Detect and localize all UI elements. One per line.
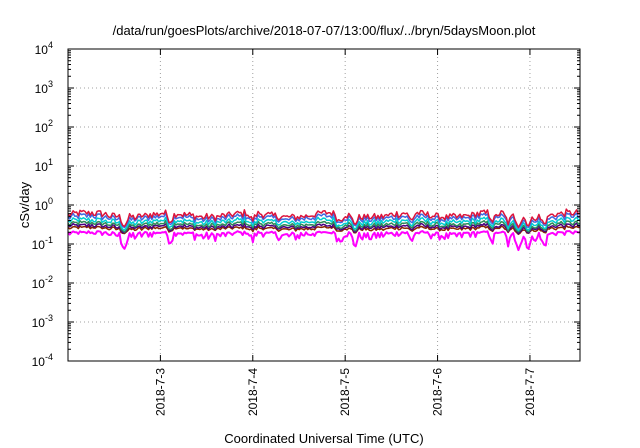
y-tick-exponent: 1 <box>48 157 53 167</box>
x-axis-label: Coordinated Universal Time (UTC) <box>224 431 423 446</box>
y-tick-base: 10 <box>32 316 46 330</box>
y-tick-label: 10-3 <box>32 313 53 330</box>
x-tick-label: 2018-7-3 <box>153 368 167 416</box>
y-tick-label: 100 <box>35 196 53 213</box>
x-tick-label: 2018-7-4 <box>246 368 260 416</box>
series-line <box>67 230 581 252</box>
y-tick-label: 103 <box>35 79 53 96</box>
series-line <box>67 222 581 235</box>
y-tick-exponent: -1 <box>45 235 53 245</box>
grid <box>68 49 580 361</box>
y-tick-exponent: -3 <box>45 313 53 323</box>
y-tick-label: 104 <box>35 40 53 57</box>
y-tick-base: 10 <box>35 121 49 135</box>
y-tick-exponent: 3 <box>48 79 53 89</box>
y-tick-label: 10-1 <box>32 235 53 252</box>
y-tick-label: 101 <box>35 157 53 174</box>
y-tick-exponent: -4 <box>45 352 53 362</box>
y-tick-base: 10 <box>35 43 49 57</box>
series-layer <box>67 208 581 252</box>
y-tick-base: 10 <box>32 355 46 369</box>
chart-title: /data/run/goesPlots/archive/2018-07-07/1… <box>113 23 536 38</box>
y-tick-base: 10 <box>35 82 49 96</box>
y-tick-exponent: 2 <box>48 118 53 128</box>
series-line <box>67 208 581 229</box>
y-axis-label: cSv/day <box>17 181 32 228</box>
series-line <box>67 212 581 229</box>
y-tick-exponent: 0 <box>48 196 53 206</box>
series-line <box>67 216 580 232</box>
series-line <box>67 219 581 233</box>
y-tick-base: 10 <box>32 277 46 291</box>
x-tick-label: 2018-7-5 <box>338 368 352 416</box>
y-tick-base: 10 <box>32 238 46 252</box>
x-tick-label: 2018-7-6 <box>431 368 445 416</box>
y-tick-label: 10-2 <box>32 274 53 291</box>
y-tick-exponent: -2 <box>45 274 53 284</box>
y-tick-label: 10-4 <box>32 352 53 369</box>
y-tick-base: 10 <box>35 199 49 213</box>
ticks <box>68 48 580 362</box>
y-tick-label: 102 <box>35 118 53 135</box>
x-tick-label: 2018-7-7 <box>523 368 537 416</box>
x-tick-labels: 2018-7-3 2018-7-4 2018-7-5 2018-7-6 2018-7-7 <box>153 368 537 416</box>
y-tick-exponent: 4 <box>48 40 53 50</box>
y-tick-base: 10 <box>35 160 49 174</box>
